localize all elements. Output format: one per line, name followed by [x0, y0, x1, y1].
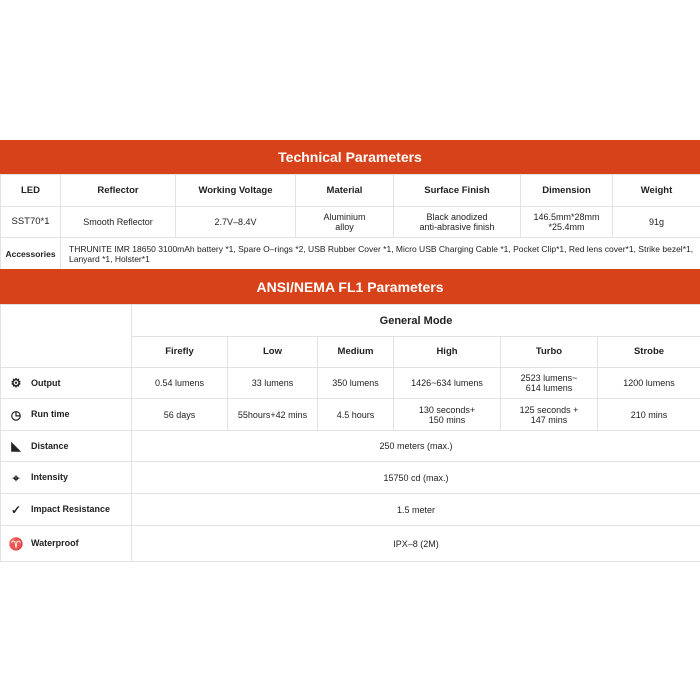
row-label-text: Waterproof: [31, 538, 79, 549]
mode-value: 0.54 lumens: [131, 367, 228, 399]
spec-value: 146.5mm*28mm *25.4mm: [520, 206, 613, 238]
row-label-text: Run time: [31, 409, 70, 420]
mode-header: Turbo: [500, 336, 598, 368]
accessories-label: Accessories: [0, 237, 61, 270]
spec-value: Aluminium alloy: [295, 206, 394, 238]
spec-value: 2.7V–8.4V: [175, 206, 296, 238]
column-header: Surface Finish: [393, 174, 521, 207]
row-label-text: Distance: [31, 440, 69, 451]
technical-table: LED Reflector Working Voltage Material Surfa…: [0, 174, 700, 270]
table-row-distance: ◣ Distance 250 meters (max.): [0, 430, 700, 462]
row-label: ✓ Impact Resistance: [0, 493, 132, 526]
distance-icon: ◣: [11, 439, 21, 454]
mode-value: 130 seconds+ 150 mins: [393, 398, 501, 431]
mode-value: 55hours+42 mins: [227, 398, 318, 431]
spec-value: 91g: [612, 206, 700, 238]
mode-header: Strobe: [596, 336, 700, 368]
row-label-text: Intensity: [31, 472, 69, 483]
output-icon: ⚙: [10, 376, 22, 391]
spec-value: Smooth Reflector: [60, 206, 176, 238]
mode-value: 56 days: [131, 398, 228, 431]
mode-header: High: [393, 336, 501, 368]
waterproof-icon: ♈: [8, 536, 24, 551]
mode-value: 350 lumens: [317, 367, 394, 399]
mode-value: 33 lumens: [227, 367, 318, 399]
column-header: Weight: [612, 174, 700, 207]
mode-header: Firefly: [131, 336, 228, 368]
mode-value: 2523 lumens~ 614 lumens: [500, 367, 598, 399]
mode-value: 125 seconds + 147 mins: [500, 398, 598, 431]
technical-parameters-banner: Technical Parameters: [0, 140, 700, 174]
row-label-text: Output: [31, 377, 61, 388]
mode-header: Medium: [317, 336, 394, 368]
impact-icon: ✓: [10, 502, 22, 517]
mode-value: 1200 lumens: [596, 367, 700, 399]
mode-value: 210 mins: [596, 398, 700, 431]
table-row-waterproof: ♈ Waterproof IPX–8 (2M): [0, 525, 700, 562]
table-row-impact: ✓ Impact Resistance 1.5 meter: [0, 493, 700, 526]
blank-cell: [0, 304, 132, 368]
waterproof-value: IPX–8 (2M): [130, 525, 700, 562]
general-mode-header: General Mode: [130, 304, 700, 337]
column-header: Dimension: [520, 174, 613, 207]
row-label: ◣ Distance: [0, 430, 132, 462]
mode-value: 1426~634 lumens: [393, 367, 501, 399]
section-title: Technical Parameters: [278, 149, 422, 165]
distance-value: 250 meters (max.): [130, 430, 700, 462]
column-header: Material: [295, 174, 394, 207]
section-title: ANSI/NEMA FL1 Parameters: [256, 278, 444, 295]
mode-header: Low: [227, 336, 318, 368]
column-header: Working Voltage: [175, 174, 296, 207]
spec-value: Black anodized anti-abrasive finish: [393, 206, 521, 238]
row-label-text: Impact Resistance: [31, 504, 111, 515]
row-label: ♈ Waterproof: [0, 525, 132, 562]
clock-icon: ◷: [10, 407, 22, 422]
table-row-intensity: ⌖ Intensity 15750 cd (max.): [0, 461, 700, 494]
ansi-parameters-banner: ANSI/NEMA FL1 Parameters: [0, 269, 700, 304]
table-row-output: ⚙ Output 0.54 lumens 33 lumens 350 lumens 142…: [0, 367, 700, 399]
column-header: LED: [0, 174, 61, 207]
table-row-runtime: ◷ Run time 56 days 55hours+42 mins 4.5 hours…: [0, 398, 700, 431]
spec-value: SST70*1: [0, 206, 61, 238]
row-label: ⚙ Output: [0, 367, 132, 399]
intensity-value: 15750 cd (max.): [130, 461, 700, 494]
accessories-value: THRUNITE IMR 18650 3100mAh battery *1, S…: [60, 237, 700, 270]
target-icon: ⌖: [12, 470, 20, 485]
mode-value: 4.5 hours: [317, 398, 394, 431]
column-header: Reflector: [60, 174, 176, 207]
row-label: ⌖ Intensity: [0, 461, 132, 494]
ansi-table: General Mode Firefly Low Medium High Turbo St…: [0, 304, 700, 562]
row-label: ◷ Run time: [0, 398, 132, 431]
impact-value: 1.5 meter: [130, 493, 700, 526]
